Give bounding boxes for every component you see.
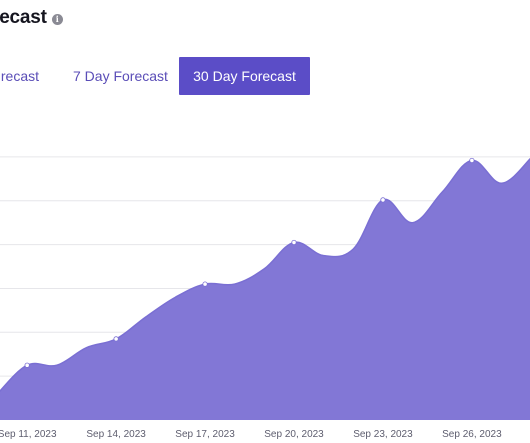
tab-30-day-forecast[interactable]: 30 Day Forecast xyxy=(179,57,310,95)
x-tick-label: Sep 23, 2023 xyxy=(353,429,413,440)
x-tick-label: Sep 26, 2023 xyxy=(442,429,502,440)
info-icon[interactable]: i xyxy=(51,13,63,25)
data-point-2023-09-20[interactable] xyxy=(291,239,297,246)
x-tick-label: Sep 11, 2023 xyxy=(0,429,57,440)
tab-forecast[interactable]: recast xyxy=(0,68,39,84)
data-point-2023-09-17[interactable] xyxy=(202,281,208,287)
data-point-2023-09-11[interactable] xyxy=(24,362,30,368)
x-tick-label: Sep 14, 2023 xyxy=(86,429,146,440)
forecast-area xyxy=(0,159,530,420)
x-tick-label: Sep 20, 2023 xyxy=(264,429,324,440)
forecast-title: recast xyxy=(0,7,47,28)
data-point-2023-09-23[interactable] xyxy=(380,197,386,203)
data-point-2023-09-26[interactable] xyxy=(469,157,475,164)
x-tick-label: Sep 17, 2023 xyxy=(175,429,235,440)
forecast-line xyxy=(0,157,530,393)
data-point-2023-09-14[interactable] xyxy=(113,336,119,342)
tab-7-day-forecast[interactable]: 7 Day Forecast xyxy=(73,68,168,84)
page-title: recast i xyxy=(0,5,63,31)
